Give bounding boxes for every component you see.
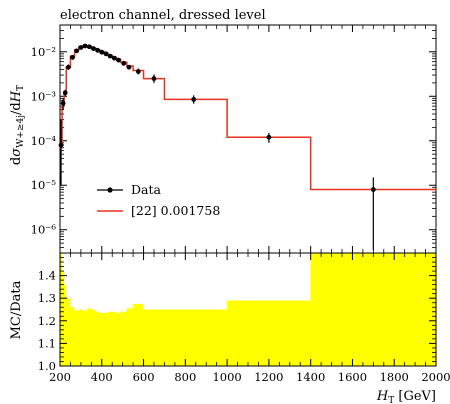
ratio-x-tick-label: 600 (133, 370, 155, 384)
main-panel: 10⁻⁶ 10⁻⁵ 10⁻⁴ 10⁻³ 10⁻² dσW+≥4j/dHT Data [2… (9, 24, 437, 254)
main-y-axis-label: dσW+≥4j/dHT (9, 85, 26, 165)
main-y-tick-label: 10⁻⁴ (31, 134, 57, 148)
ratio-y-tick-label: 1.1 (38, 336, 56, 350)
svg-text:dσW+≥4j/dHT: dσW+≥4j/dHT (9, 85, 26, 165)
ratio-x-tick-label: 1200 (254, 370, 283, 384)
x-label-ht: H (376, 389, 389, 404)
data-point (82, 43, 88, 49)
svg-text:HT [GeV]: HT [GeV] (376, 389, 436, 404)
ratio-y-tick-label: 1.4 (38, 269, 56, 283)
legend-entry-data: Data (97, 182, 161, 197)
ratio-x-tick-label: 400 (91, 370, 113, 384)
ratio-x-tick-label: 1800 (380, 370, 409, 384)
plot-title: electron channel, dressed level (60, 8, 266, 23)
legend-label-prediction: [22] 0.001758 (131, 203, 220, 218)
ratio-y-ticks: 1.0 1.1 1.2 1.3 1.4 (38, 257, 436, 373)
y-label-sigma: σ (9, 147, 24, 157)
data-point (62, 90, 68, 96)
data-point (151, 76, 157, 81)
ratio-x-tick-label: 2000 (421, 370, 450, 384)
ratio-x-tick-label: 1000 (212, 370, 241, 384)
y-label-ht-sub: T (16, 85, 26, 91)
prediction-step-line (60, 45, 436, 191)
y-label-subscript: W+≥4j (16, 115, 26, 148)
x-label-unit: [GeV] (394, 389, 436, 404)
data-point (121, 60, 127, 66)
ratio-band-area (60, 253, 436, 366)
main-y-tick-label: 10⁻² (31, 45, 56, 59)
prediction-series (60, 45, 436, 191)
main-y-tick-label: 10⁻⁶ (31, 223, 57, 237)
ratio-y-axis-label: MC/Data (9, 280, 24, 339)
data-point (91, 46, 96, 51)
data-point (191, 97, 197, 102)
ratio-y-tick-label: 1.2 (38, 314, 56, 328)
data-point (70, 54, 75, 60)
y-label-ht: H (9, 90, 24, 103)
data-series (58, 43, 376, 251)
data-point (99, 49, 105, 55)
legend-label-data: Data (131, 182, 161, 197)
data-point (116, 57, 121, 63)
ratio-x-ticks: 200 400 600 800 1000 1200 1400 1600 1800 2000 (49, 253, 450, 384)
data-point (135, 69, 141, 74)
data-point (78, 45, 84, 50)
data-point (74, 48, 80, 54)
data-point (266, 134, 272, 140)
data-point (111, 55, 117, 61)
ratio-y-tick-label: 1.3 (38, 291, 56, 305)
ratio-x-tick-label: 800 (174, 370, 196, 384)
data-point (86, 44, 92, 50)
main-y-ticks: 10⁻⁶ 10⁻⁵ 10⁻⁴ 10⁻³ 10⁻² (31, 24, 436, 254)
data-point (103, 51, 109, 57)
ratio-x-tick-label: 1600 (338, 370, 367, 384)
main-y-tick-label: 10⁻⁵ (31, 178, 57, 192)
data-point (95, 47, 100, 53)
ratio-panel: 1.0 1.1 1.2 1.3 1.4 200 400 600 800 1000 1200 1400… (9, 252, 450, 404)
y-label-slash: /d (9, 102, 24, 115)
data-point (126, 64, 132, 70)
legend-data-marker (107, 187, 113, 193)
ratio-band (60, 253, 436, 366)
data-point (370, 187, 376, 192)
data-point (107, 53, 113, 59)
ratio-x-tick-label: 1400 (296, 370, 325, 384)
ratio-x-tick-label: 200 (49, 370, 71, 384)
x-axis-label: HT [GeV] (376, 389, 436, 404)
y-label-d: d (9, 157, 24, 165)
main-y-tick-label: 10⁻³ (31, 89, 57, 103)
data-point (60, 100, 66, 106)
x-label-ht-sub: T (388, 396, 394, 404)
legend-entry-prediction: [22] 0.001758 (97, 203, 220, 218)
ratio-y-tick-label: 1.0 (38, 359, 56, 373)
data-point (58, 142, 64, 148)
main-x-ticks (59, 25, 437, 253)
data-point (65, 64, 71, 70)
legend: Data [22] 0.001758 (97, 182, 220, 218)
